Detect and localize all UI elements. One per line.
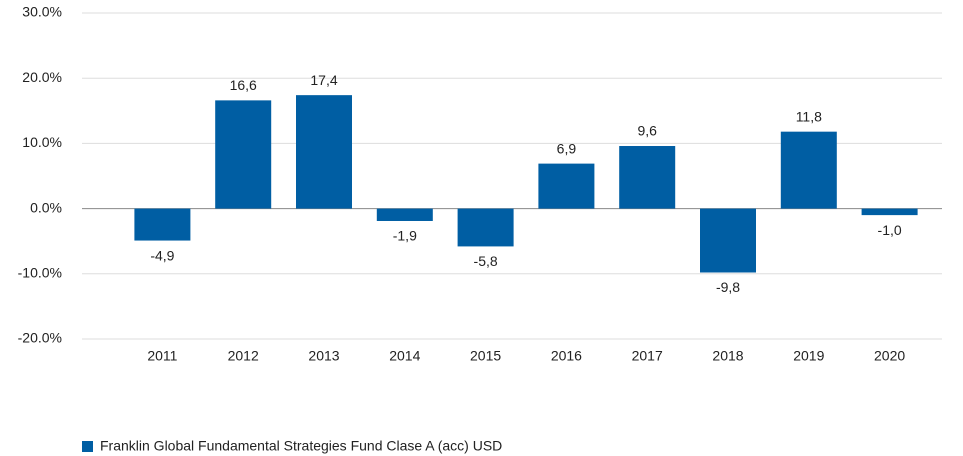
x-tick-label: 2013 bbox=[308, 348, 339, 364]
bar bbox=[619, 146, 676, 209]
bar bbox=[538, 163, 595, 209]
x-tick-label: 2019 bbox=[793, 348, 824, 364]
x-tick-label: 2015 bbox=[470, 348, 501, 364]
x-tick-label: 2011 bbox=[147, 348, 177, 364]
value-label: 9,6 bbox=[637, 123, 657, 139]
bar bbox=[296, 95, 352, 209]
bar bbox=[780, 131, 837, 209]
bar bbox=[700, 208, 756, 273]
value-label: -4,9 bbox=[150, 247, 174, 263]
x-tick-label: 2018 bbox=[712, 348, 743, 364]
value-label: 17,4 bbox=[310, 72, 337, 88]
y-tick-label: -20.0% bbox=[18, 330, 62, 346]
value-label: 16,6 bbox=[230, 77, 257, 93]
x-tick-label: 2014 bbox=[389, 348, 420, 364]
legend-swatch bbox=[82, 441, 93, 452]
x-tick-label: 2017 bbox=[632, 348, 663, 364]
value-label: 11,8 bbox=[796, 108, 822, 124]
y-tick-label: 20.0% bbox=[22, 69, 62, 85]
value-label: -1,9 bbox=[393, 228, 417, 244]
bar bbox=[134, 208, 191, 241]
bar bbox=[215, 100, 272, 209]
bar bbox=[376, 208, 433, 221]
y-tick-label: 10.0% bbox=[22, 134, 62, 150]
value-label: -1,0 bbox=[878, 222, 902, 238]
value-label: -9,8 bbox=[716, 279, 740, 295]
x-tick-label: 2020 bbox=[874, 348, 905, 364]
value-label: -5,8 bbox=[474, 253, 498, 269]
x-tick-label: 2016 bbox=[551, 348, 582, 364]
value-label: 6,9 bbox=[557, 140, 577, 156]
legend-label: Franklin Global Fundamental Strategies F… bbox=[100, 438, 502, 454]
y-tick-label: -10.0% bbox=[18, 265, 62, 281]
x-tick-label: 2012 bbox=[228, 348, 259, 364]
y-tick-label: 30.0% bbox=[22, 4, 62, 20]
bar bbox=[457, 208, 514, 247]
bar bbox=[861, 208, 918, 216]
y-tick-label: 0.0% bbox=[30, 199, 62, 215]
